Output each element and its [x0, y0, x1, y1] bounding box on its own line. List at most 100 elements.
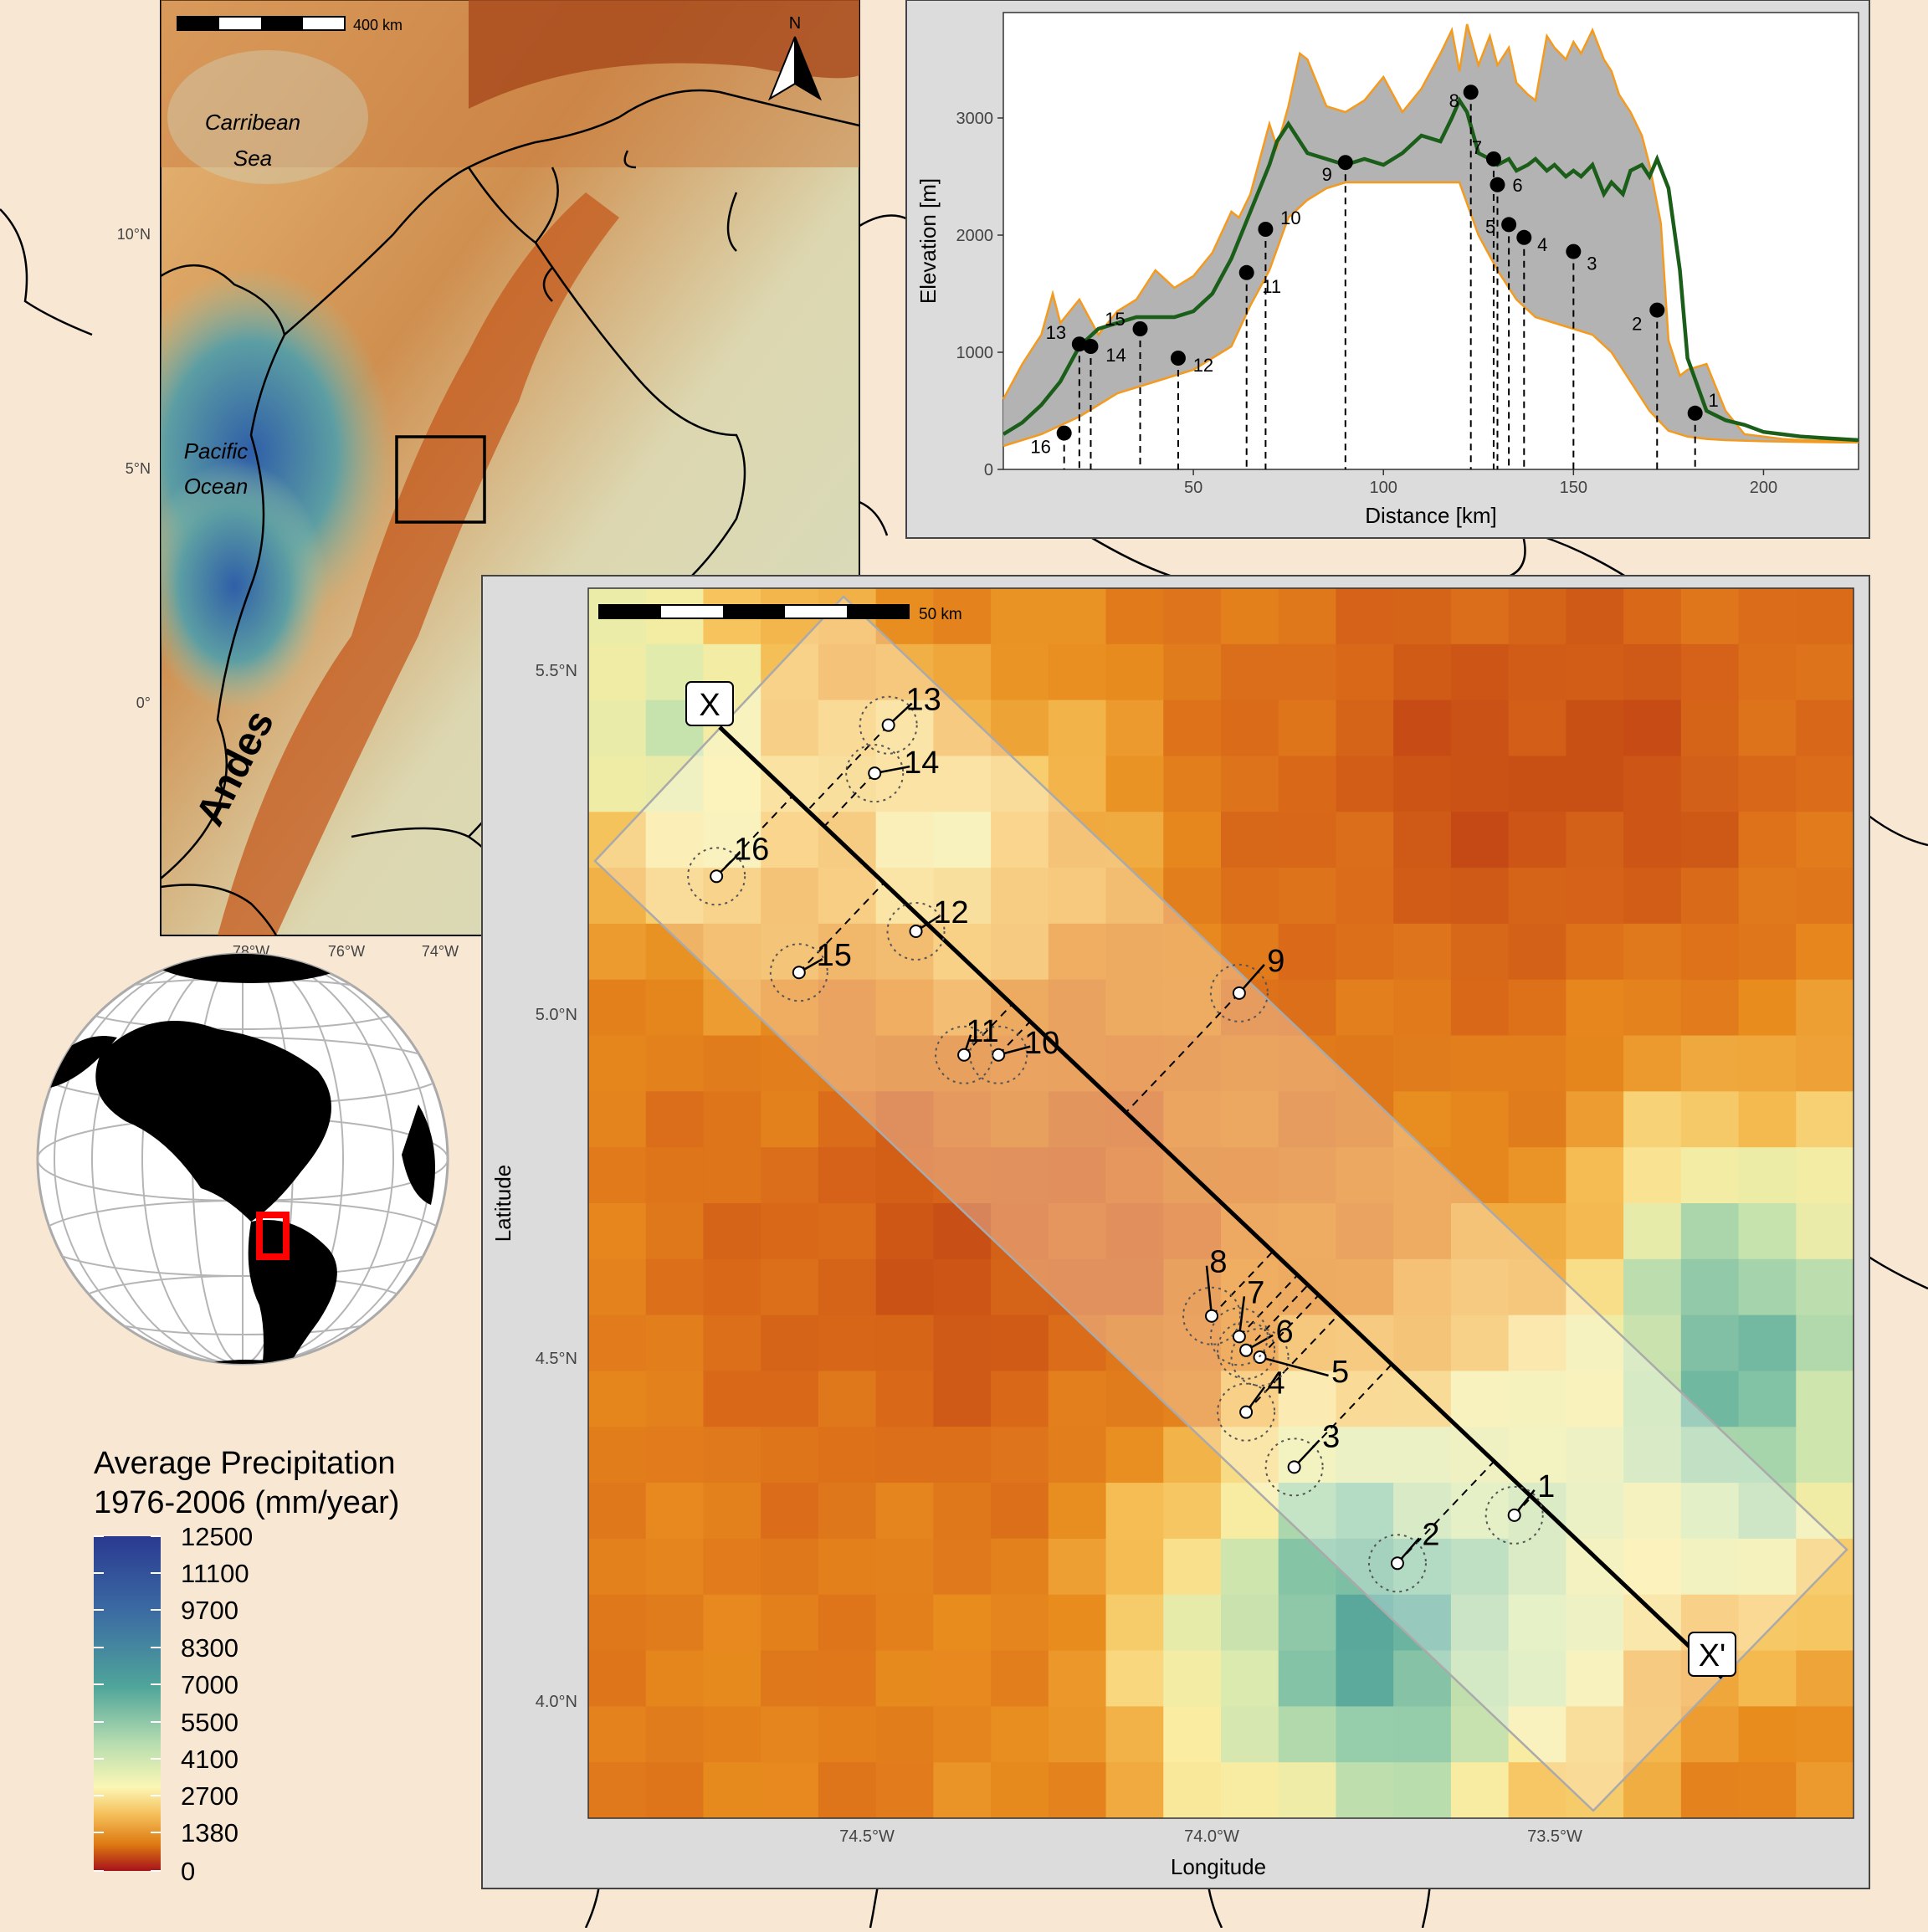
raster-cell: [1738, 1538, 1797, 1596]
raster-cell: [1450, 1538, 1510, 1596]
raster-cell: [703, 1594, 761, 1652]
raster-cell: [1278, 1594, 1337, 1652]
profile-max-line: [1002, 23, 1859, 443]
raster-cell: [1680, 1314, 1740, 1372]
station-label: 3: [1322, 1419, 1340, 1454]
raster-cell: [1566, 1147, 1624, 1204]
raster-cell: [703, 1203, 761, 1260]
station-buffer-circle: [1367, 1534, 1427, 1593]
raster-cell: [991, 1427, 1049, 1484]
raster-cell: [1048, 923, 1107, 981]
raster-cell: [1738, 1762, 1797, 1818]
raster-cell: [645, 1706, 705, 1763]
raster-cell: [1508, 1371, 1566, 1427]
raster-cell: [1680, 1091, 1740, 1148]
raster-cell: [645, 1650, 705, 1707]
profile-y-tick-label: 2000: [956, 227, 994, 245]
raster-cell: [588, 643, 647, 701]
raster-cell: [875, 1035, 934, 1092]
raster-cell: [1163, 588, 1222, 645]
raster-cell: [1221, 812, 1279, 869]
raster-cell: [1623, 1706, 1682, 1763]
profile-station-label: 14: [1105, 345, 1126, 366]
raster-cell: [1336, 868, 1394, 925]
globe-inset: [36, 952, 449, 1366]
detail-scalebar: 50 km: [598, 604, 962, 623]
raster-cell: [1393, 1706, 1452, 1763]
raster-cell: [1163, 1203, 1222, 1260]
raster-cell: [818, 1258, 877, 1316]
raster-cell: [1278, 1314, 1337, 1372]
raster-cell: [1680, 1427, 1740, 1484]
raster-cell: [1623, 588, 1682, 645]
raster-cell: [991, 1314, 1049, 1372]
raster-cell: [818, 1483, 877, 1540]
raster-cell: [588, 1314, 647, 1372]
raster-cell: [1738, 1314, 1797, 1372]
raster-cell: [1566, 979, 1624, 1037]
raster-cell: [991, 868, 1049, 925]
raster-cell: [1336, 1258, 1394, 1316]
raster-cell: [1796, 923, 1854, 981]
station-point: [1390, 1556, 1404, 1571]
station-label: 15: [817, 938, 852, 973]
raster-cell: [1508, 1538, 1566, 1596]
station-label-leader: [1238, 1296, 1246, 1337]
profile-station-label: 9: [1322, 164, 1332, 185]
raster-cell: [933, 1538, 992, 1596]
raster-cell: [1048, 868, 1107, 925]
raster-cell: [1566, 1371, 1624, 1427]
raster-cell: [1450, 1091, 1510, 1148]
raster-cell: [933, 1594, 992, 1652]
raster-cell: [1278, 979, 1337, 1037]
raster-cell: [1508, 1147, 1566, 1204]
globe-study-area-marker: [256, 1212, 290, 1260]
raster-cell: [588, 1258, 647, 1316]
raster-cell: [1623, 1035, 1682, 1092]
raster-cell: [1680, 643, 1740, 701]
raster-cell: [1105, 1314, 1164, 1372]
raster-cell: [1278, 588, 1337, 645]
raster-cell: [588, 1035, 647, 1092]
raster-cell: [1221, 979, 1279, 1037]
transect-end-label: X': [1699, 1638, 1726, 1673]
raster-cell: [1566, 588, 1624, 645]
station-label: 16: [734, 832, 769, 867]
legend-tick-label: 7000: [181, 1670, 238, 1699]
raster-cell: [1221, 868, 1279, 925]
raster-cell: [933, 1427, 992, 1484]
raster-cell: [1393, 1147, 1452, 1204]
station-point: [792, 966, 806, 980]
raster-cell: [1048, 1314, 1107, 1372]
raster-cell: [1450, 1762, 1510, 1818]
raster-cell: [1393, 1650, 1452, 1707]
raster-cell: [1566, 1706, 1624, 1763]
raster-cell: [1393, 1035, 1452, 1092]
raster-cell: [818, 1147, 877, 1204]
raster-cell: [1048, 1762, 1107, 1818]
raster-cell: [1336, 1706, 1394, 1763]
raster-cell: [1278, 1091, 1337, 1148]
raster-cell: [933, 1203, 992, 1260]
raster-cell: [761, 923, 819, 981]
raster-cell: [703, 1091, 761, 1148]
raster-cell: [588, 868, 647, 925]
profile-station-point: [1337, 155, 1353, 171]
raster-cell: [933, 923, 992, 981]
raster-cell: [1278, 1371, 1337, 1427]
raster-cell: [1450, 1427, 1510, 1484]
raster-cell: [1048, 588, 1107, 645]
detail-ylabel: Latitude: [490, 1165, 515, 1243]
raster-cell: [818, 812, 877, 869]
raster-cell: [875, 923, 934, 981]
raster-cell: [588, 1594, 647, 1652]
raster-cell: [1336, 1538, 1394, 1596]
raster-cell: [1566, 1314, 1624, 1372]
station-label-leader: [1259, 1355, 1329, 1377]
raster-cell: [761, 1650, 819, 1707]
station-label: 8: [1209, 1245, 1227, 1280]
north-label: N: [789, 14, 801, 33]
raster-cell: [588, 923, 647, 981]
raster-cell: [1566, 923, 1624, 981]
station-projection-line: [798, 882, 885, 973]
